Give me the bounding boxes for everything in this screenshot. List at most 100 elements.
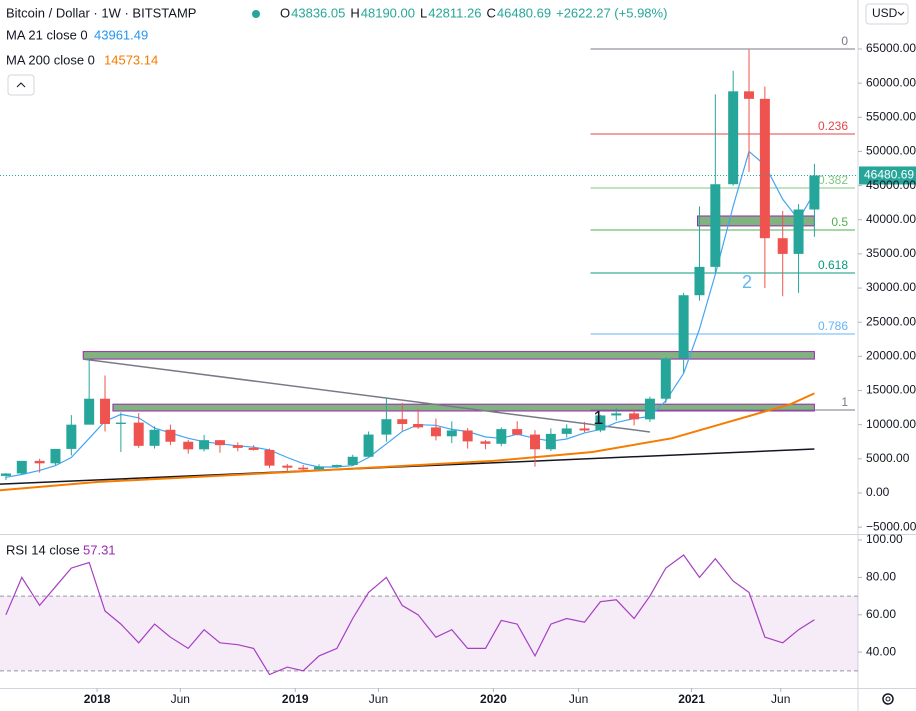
candle-body (214, 440, 225, 446)
ohlc-value: 46480.69 (497, 5, 551, 20)
candle-body (298, 467, 309, 470)
candle-body (314, 466, 325, 470)
ohlc-value: 48190.00 (361, 5, 415, 20)
candle-body (66, 424, 77, 449)
x-tick-label: 2020 (480, 692, 507, 706)
trendline (83, 358, 651, 433)
ma200-name[interactable]: MA 200 close 0 (6, 52, 95, 67)
candle-body (446, 430, 457, 437)
candle-body (430, 427, 441, 437)
y-tick-label: 80.00 (866, 570, 896, 584)
collapse-button[interactable] (7, 74, 35, 96)
candle-body (232, 445, 243, 448)
candle-body (462, 430, 473, 442)
symbol-title[interactable]: Bitcoin / Dollar · 1W · BITSTAMP (6, 5, 196, 20)
fib-label: 0.5 (831, 215, 848, 229)
ma21-name[interactable]: MA 21 close 0 (6, 27, 88, 42)
y-tick-label: 60000.00 (866, 75, 916, 89)
candle-body (165, 429, 176, 442)
candle-body (149, 429, 160, 446)
fib-label: 0.618 (818, 258, 848, 272)
x-tick-label: 2019 (282, 692, 309, 706)
y-tick-label: 10000.00 (866, 417, 916, 431)
fib-label: 1 (841, 395, 848, 409)
legend: Bitcoin / Dollar · 1W · BITSTAMP MA 21 c… (6, 5, 260, 557)
candle-body (264, 449, 275, 466)
candle-body (84, 398, 95, 425)
ma-line (0, 392, 815, 492)
x-tick-label: Jun (369, 692, 388, 706)
ohlc-key: L (420, 5, 427, 20)
ohlc-key: O (280, 5, 290, 20)
candle-body (694, 266, 705, 296)
candle-body (710, 184, 721, 267)
candle-body (793, 209, 804, 254)
candle-body (50, 448, 61, 464)
candle-body (512, 429, 523, 435)
gear-icon (882, 693, 894, 705)
x-tick-label: 2018 (84, 692, 111, 706)
candle-body (611, 413, 622, 416)
candle-body (115, 422, 126, 424)
market-status (252, 10, 260, 18)
settings-button[interactable] (882, 693, 894, 705)
ma200-value: 14573.14 (104, 52, 158, 67)
y-tick-label: 25000.00 (866, 314, 916, 328)
annotation: 2 (742, 272, 752, 292)
candle-body (0, 473, 11, 476)
candle-body (595, 415, 606, 431)
currency-dropdown[interactable] (865, 3, 909, 25)
rsi-line (5, 554, 815, 676)
y-tick-label: 20000.00 (866, 349, 916, 363)
ohlc-value: 43836.05 (291, 5, 345, 20)
candle-body (282, 465, 293, 468)
rsi-name[interactable]: RSI 14 close (6, 542, 80, 557)
candle-body (728, 91, 739, 185)
candle-body (248, 447, 259, 450)
candle-body (644, 398, 655, 420)
candle-body (183, 441, 194, 450)
candle-body (744, 91, 755, 99)
ohlc-value: 42811.26 (428, 5, 481, 20)
x-tick-label: Jun (171, 692, 190, 706)
candle-body (579, 428, 590, 431)
y-tick-label: 65000.00 (866, 41, 916, 55)
gear-center (885, 696, 891, 702)
y-tick-label: 35000.00 (866, 246, 916, 260)
fib-label: 0.382 (818, 173, 848, 187)
candle-body (199, 440, 210, 450)
y-tick-label: 15000.00 (866, 383, 916, 397)
candle-body (363, 434, 374, 457)
y-tick-label: 5000.00 (866, 451, 910, 465)
candle-body (480, 441, 491, 444)
dropdown-arrow (897, 11, 905, 16)
candle-body (809, 175, 820, 210)
candle-body (496, 429, 507, 444)
candle-body (545, 433, 556, 450)
candle-body (397, 419, 408, 424)
candle-body (100, 398, 111, 424)
y-tick-label: 45000.00 (866, 178, 916, 192)
ohlc-key: C (486, 5, 495, 20)
x-tick-label: Jun (569, 692, 588, 706)
fib-label: 0.786 (818, 319, 848, 333)
candle-body (660, 358, 671, 399)
candle-body (16, 460, 27, 474)
rsi-value: 57.31 (83, 542, 116, 557)
y-tick-label: 40000.00 (866, 212, 916, 226)
y-tick-label: 60.00 (866, 607, 896, 621)
candle-body (381, 419, 392, 435)
last-price-box (859, 166, 916, 185)
y-tick-label: 30000.00 (866, 280, 916, 294)
y-tick-label: 55000.00 (866, 109, 916, 123)
fib-label: 0 (841, 34, 848, 48)
y-tick-label: 40.00 (866, 644, 896, 658)
last-price-label: 46480.69 (864, 168, 914, 182)
candle-body (561, 428, 572, 434)
ohlc-key: H (350, 5, 359, 20)
candle-body (759, 98, 770, 239)
x-tick-label: 2021 (678, 692, 705, 706)
candle-body (413, 423, 424, 428)
collapse-icon (16, 82, 26, 88)
